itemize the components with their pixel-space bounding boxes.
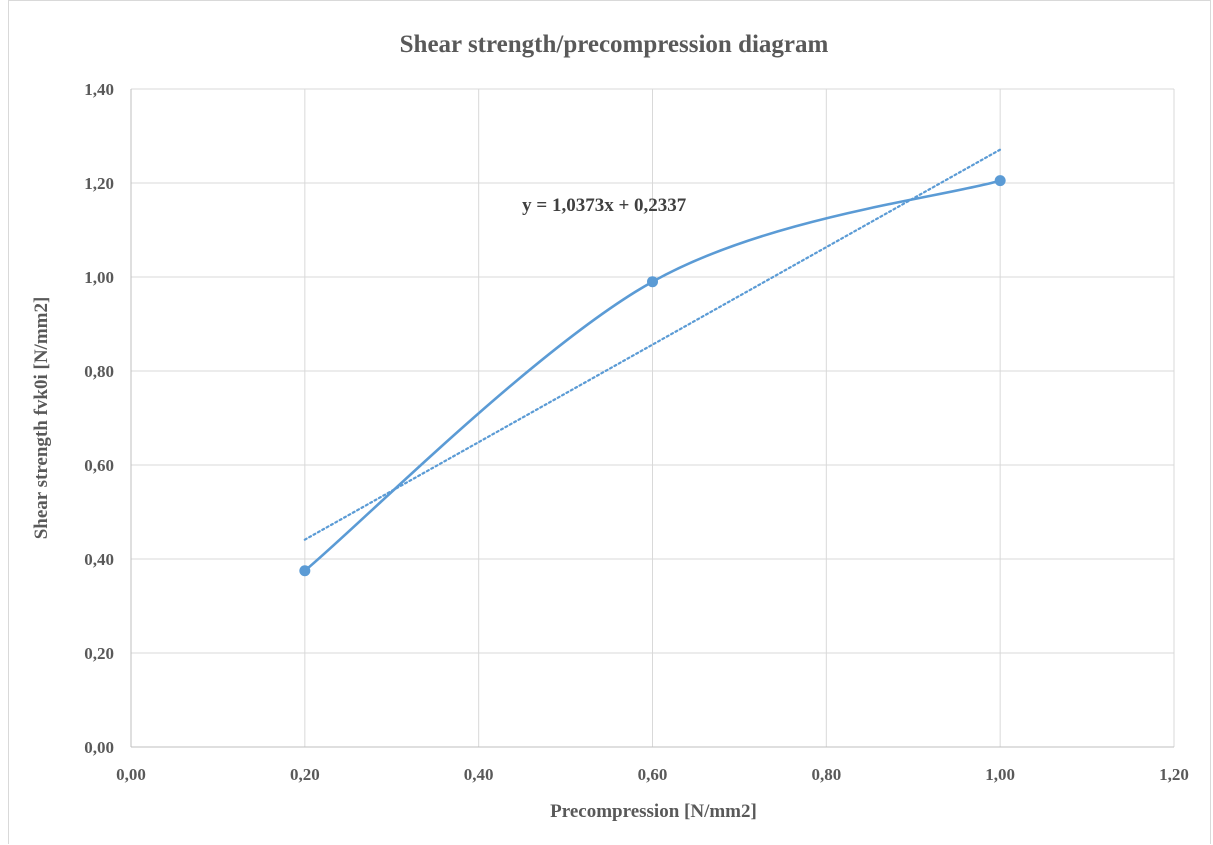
y-axis-label: Shear strength fvk0i [N/mm2] <box>31 297 52 540</box>
y-tick-label: 0,40 <box>84 550 114 569</box>
y-tick-labels: 0,00 0,20 0,40 0,60 0,80 1,00 1,20 1,40 <box>84 80 114 757</box>
trendline <box>303 148 1002 541</box>
trendline-equation: y = 1,0373x + 0,2337 <box>522 195 687 216</box>
y-tick-label: 0,80 <box>84 362 114 381</box>
y-tick-label: 1,00 <box>84 268 114 287</box>
data-point <box>994 175 1006 187</box>
y-tick-label: 0,20 <box>84 644 114 663</box>
x-tick-labels: 0,00 0,20 0,40 0,60 0,80 1,00 1,20 <box>116 765 1189 784</box>
data-point <box>299 565 311 577</box>
data-point <box>647 276 658 288</box>
series <box>299 175 1006 577</box>
x-tick-label: 0,40 <box>464 765 494 784</box>
trendline-line <box>303 148 1002 541</box>
y-tick-label: 1,40 <box>84 80 114 99</box>
y-tick-label: 0,60 <box>84 456 114 475</box>
x-tick-label: 1,00 <box>985 765 1015 784</box>
x-tick-label: 1,20 <box>1159 765 1189 784</box>
chart-area <box>8 0 1211 844</box>
y-tick-label: 1,20 <box>84 174 114 193</box>
x-tick-label: 0,00 <box>116 765 146 784</box>
x-tick-label: 0,80 <box>811 765 841 784</box>
x-tick-label: 0,20 <box>290 765 320 784</box>
chart-title: Shear strength/precompression diagram <box>400 31 829 58</box>
y-tick-label: 0,00 <box>84 738 114 757</box>
gridlines <box>131 88 1175 747</box>
x-axis-label: Precompression [N/mm2] <box>550 801 757 822</box>
axes <box>130 89 1174 748</box>
x-tick-label: 0,60 <box>638 765 668 784</box>
